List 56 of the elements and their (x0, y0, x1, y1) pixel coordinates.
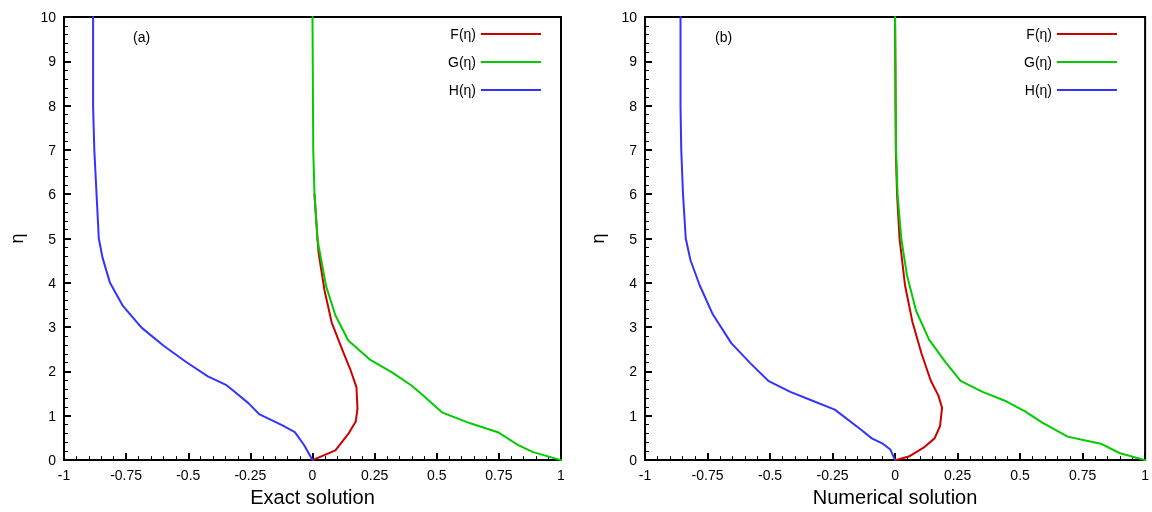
y-tick-label: 3 (48, 319, 57, 336)
legend-label: F(η) (1026, 26, 1052, 42)
line-series (92, 16, 314, 462)
y-tick-label: 8 (48, 97, 57, 114)
x-tick-label: -0.75 (691, 467, 724, 484)
x-axis-title: Exact solution (250, 486, 375, 508)
line-series (311, 16, 562, 462)
x-tick-label: 0 (891, 467, 900, 484)
y-tick-label: 9 (629, 53, 638, 70)
legend-label: H(η) (448, 82, 476, 98)
legend-label: H(η) (1024, 82, 1052, 98)
legend-label: F(η) (450, 26, 476, 42)
line-series (679, 16, 897, 462)
annotation: (a) (133, 29, 151, 45)
y-tick-label: 5 (48, 230, 57, 247)
y-tick-label: 6 (629, 186, 638, 203)
x-tick-label: 0.5 (427, 467, 447, 484)
x-tick-label: 1 (557, 467, 566, 484)
x-tick-label: 0.5 (1010, 467, 1031, 484)
x-tick-label: 1 (1141, 467, 1150, 484)
y-tick-label: 2 (48, 363, 57, 380)
y-tick-label: 10 (40, 9, 57, 25)
y-tick-label: 0 (48, 452, 57, 469)
y-tick-label: 3 (629, 319, 638, 336)
y-tick-label: 2 (629, 363, 638, 380)
y-tick-label: 1 (629, 407, 638, 424)
line-series (894, 16, 1147, 462)
x-tick-label: -0.25 (816, 467, 849, 484)
x-tick-label: -0.5 (176, 467, 201, 484)
y-tick-label: 4 (48, 274, 57, 291)
y-tick-label: 5 (629, 230, 638, 247)
x-tick-label: -1 (638, 467, 652, 484)
y-tick-label: 0 (629, 452, 638, 469)
y-tick-label: 7 (629, 141, 638, 158)
x-tick-label: 0 (308, 467, 317, 484)
x-tick-label: -0.25 (234, 467, 267, 484)
x-tick-label: 0.75 (1068, 467, 1097, 484)
y-tick-label: 1 (48, 407, 57, 424)
y-axis-title: η (588, 233, 608, 244)
y-tick-label: 8 (629, 97, 638, 114)
x-axis-title: Numerical solution (812, 486, 978, 508)
y-tick-label: 6 (48, 186, 57, 203)
y-tick-label: 4 (629, 274, 638, 291)
x-tick-label: 0.25 (943, 467, 972, 484)
y-tick-label: 7 (48, 141, 57, 158)
x-tick-label: 0.25 (361, 467, 389, 484)
y-axis-title: η (7, 233, 27, 244)
legend-label: G(η) (448, 54, 476, 70)
x-tick-label: -1 (57, 467, 71, 484)
y-tick-label: 10 (621, 9, 638, 25)
x-tick-label: 0.75 (485, 467, 513, 484)
y-tick-label: 9 (48, 53, 57, 70)
annotation: (b) (715, 29, 733, 45)
legend-label: G(η) (1024, 54, 1052, 70)
x-tick-label: -0.75 (110, 467, 143, 484)
x-tick-label: -0.5 (757, 467, 783, 484)
